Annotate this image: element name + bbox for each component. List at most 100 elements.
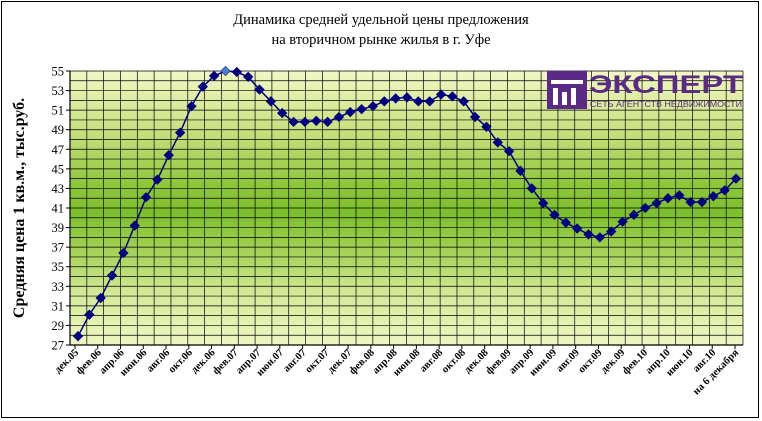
data-point-marker <box>95 292 106 304</box>
x-tick-labels: дек.05фев.06апр.06июн.06авг.06окт.06дек.… <box>53 345 741 397</box>
x-tick-label: фев.09 <box>484 347 514 377</box>
data-point-marker <box>537 197 549 209</box>
expert-logo: ЭКСПЕРТ СЕТЬ АГЕНТСТВ НЕДВИЖИМОСТИ <box>547 71 743 109</box>
x-tick-label: фев.10 <box>621 347 651 377</box>
data-point-marker <box>208 70 220 82</box>
x-tick-label: фев.06 <box>74 347 104 377</box>
data-point-marker <box>118 247 129 259</box>
data-point-marker <box>254 84 265 95</box>
data-point-marker <box>367 101 379 112</box>
y-axis-label: Средняя цена 1 кв.м., тыс.руб. <box>11 98 28 318</box>
data-point-marker <box>685 196 696 208</box>
y-tick-label: 33 <box>52 280 65 294</box>
data-point-marker <box>265 96 277 107</box>
data-point-marker <box>730 173 742 184</box>
data-point-marker <box>696 196 708 208</box>
data-point-marker <box>503 146 515 157</box>
x-tick-label: окт.09 <box>576 347 604 375</box>
data-point-marker <box>345 106 356 118</box>
data-point-marker <box>662 193 674 204</box>
data-point-marker <box>515 165 526 176</box>
logo-column-icon <box>571 88 576 105</box>
data-point-marker <box>447 91 458 102</box>
data-point-marker <box>140 192 152 203</box>
data-point-marker <box>469 111 481 123</box>
data-point-marker <box>197 81 208 92</box>
y-tick-label: 31 <box>52 299 65 313</box>
y-tick-label: 39 <box>52 221 65 235</box>
data-point-marker <box>628 209 640 221</box>
logo-column-icon <box>562 92 567 105</box>
data-point-marker <box>152 174 163 185</box>
data-point-marker <box>458 96 469 107</box>
chart-title: Динамика средней удельной цены предложен… <box>0 10 762 50</box>
data-point-marker <box>174 127 186 138</box>
y-tick-labels: 27 29 31 33 35 37 39 41 43 45 47 49 51 53 55 <box>52 65 70 353</box>
y-tick-label: 37 <box>52 241 65 255</box>
x-tick-label: окт.06 <box>167 347 195 375</box>
y-tick-label: 47 <box>52 143 65 157</box>
data-point-marker <box>708 191 719 202</box>
logo-tagline: СЕТЬ АГЕНТСТВ НЕДВИЖИМОСТИ <box>590 99 742 109</box>
data-point-marker <box>299 116 311 128</box>
data-point-marker <box>560 217 571 228</box>
data-point-marker <box>163 149 174 161</box>
data-point-marker <box>106 270 118 281</box>
y-tick-label: 55 <box>52 65 65 79</box>
data-point-marker <box>572 223 583 234</box>
data-point-marker <box>356 103 367 115</box>
data-point-marker <box>322 116 333 128</box>
data-point-marker <box>72 331 84 342</box>
data-point-marker <box>481 121 492 132</box>
data-point-marker <box>651 197 662 209</box>
data-point-marker <box>674 190 685 201</box>
data-point-marker <box>549 209 560 221</box>
data-point-marker <box>186 101 197 112</box>
chart-title-line-1: Динамика средней удельной цены предложен… <box>233 12 529 28</box>
y-tick-label: 35 <box>52 260 65 274</box>
y-tick-label: 43 <box>52 182 65 196</box>
x-tick-label: фев.07 <box>211 347 241 377</box>
data-point-marker <box>379 96 390 107</box>
x-tick-label: авг.07 <box>281 347 308 374</box>
data-point-marker <box>84 309 95 320</box>
chart-title-line-2: на вторичном рынке жилья в г. Уфе <box>271 32 491 48</box>
data-point-marker <box>413 96 424 107</box>
data-point-marker <box>390 93 401 104</box>
data-point-marker <box>435 89 447 100</box>
data-point-marker <box>277 107 288 119</box>
y-tick-label: 49 <box>52 123 65 137</box>
y-tick-label: 51 <box>52 104 65 118</box>
data-point-marker <box>526 183 537 194</box>
data-point-marker <box>288 116 299 128</box>
data-point-marker <box>719 185 730 196</box>
price-series <box>72 65 742 342</box>
data-point-marker <box>606 226 617 237</box>
data-point-marker <box>594 232 606 243</box>
data-point-marker <box>640 202 651 214</box>
data-point-marker <box>231 66 242 78</box>
logo-name: ЭКСПЕРТ <box>589 71 743 99</box>
data-point-marker <box>583 229 594 240</box>
x-tick-label: авг.09 <box>554 347 581 374</box>
y-tick-label: 45 <box>52 162 65 176</box>
logo-column-icon <box>553 88 558 105</box>
y-tick-label: 41 <box>52 202 65 216</box>
logo-house-icon <box>551 80 583 84</box>
data-point-marker <box>333 111 345 123</box>
data-point-marker <box>129 220 140 231</box>
x-tick-label: окт.07 <box>303 347 331 375</box>
data-point-marker <box>492 137 503 148</box>
x-tick-label: авг.06 <box>145 347 172 374</box>
data-point-marker <box>243 71 254 83</box>
y-tick-label: 29 <box>52 319 65 333</box>
x-tick-label: окт.08 <box>440 347 468 375</box>
x-tick-label: фев.08 <box>347 347 377 377</box>
y-tick-label: 53 <box>52 84 65 98</box>
data-point-marker <box>220 65 231 77</box>
x-tick-label: авг.08 <box>418 347 445 374</box>
data-point-marker <box>617 216 628 227</box>
data-point-marker <box>424 96 435 107</box>
data-point-marker <box>401 92 413 103</box>
